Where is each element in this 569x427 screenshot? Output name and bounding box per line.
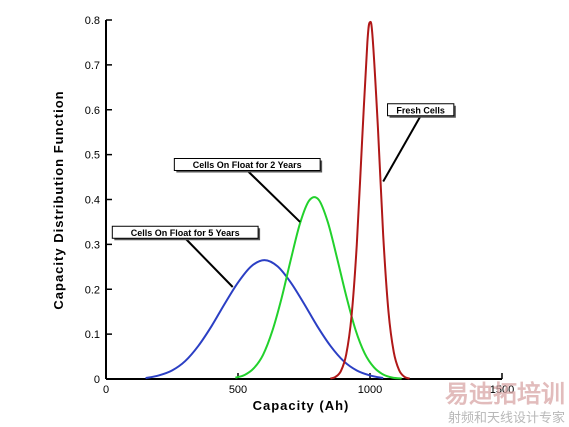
- watermark-line1: 易迪拓培训: [445, 380, 565, 408]
- annotation-leader-2: [184, 237, 234, 288]
- y-tick-label: 0.7: [85, 60, 100, 72]
- annotation-label-1: Cells On Float for 2 Years: [193, 160, 302, 170]
- x-tick-label: 500: [229, 384, 247, 396]
- annotation-label-2: Cells On Float for 5 Years: [131, 228, 240, 238]
- annotation-box-0: [387, 103, 455, 117]
- annotation-leader-0: [382, 115, 422, 183]
- y-axis-title: Capacity Distribution Function: [51, 90, 66, 309]
- plot-frame: [105, 20, 502, 380]
- annotation-label-0: Fresh Cells: [396, 105, 445, 115]
- watermark: 易迪拓培训 射频和天线设计专家: [445, 380, 565, 426]
- x-tick-label: 1000: [358, 384, 382, 396]
- series-layer: [145, 20, 410, 380]
- series-line-0: [145, 259, 384, 380]
- y-tick-label: 0.3: [85, 239, 100, 251]
- y-tick-label: 0.6: [85, 105, 100, 117]
- annotation-layer: Fresh Cells Cells On Float for 2 Years Cel…: [111, 103, 456, 288]
- y-tick-label: 0: [94, 374, 100, 386]
- annotation-box-2: [111, 225, 259, 239]
- y-tick-label: 0.2: [85, 284, 100, 296]
- x-tick-label: 0: [103, 384, 109, 396]
- annotation-box-1: [173, 157, 321, 171]
- y-tick-label: 0.8: [85, 15, 100, 27]
- x-tick-label: 1500: [490, 384, 514, 396]
- y-tick-label: 0.4: [85, 195, 100, 207]
- y-tick-label: 0.1: [85, 329, 100, 341]
- series-line-1: [235, 196, 402, 380]
- y-axis-ticks: 0 0.1 0.2 0.3 0.4 0.5 0.6 0.7 0.8: [85, 15, 112, 386]
- y-tick-label: 0.5: [85, 150, 100, 162]
- series-line-2: [330, 20, 410, 380]
- annotation-leader-1: [246, 169, 301, 223]
- x-axis-title: Capacity (Ah): [253, 398, 350, 413]
- watermark-line2: 射频和天线设计专家: [448, 410, 565, 426]
